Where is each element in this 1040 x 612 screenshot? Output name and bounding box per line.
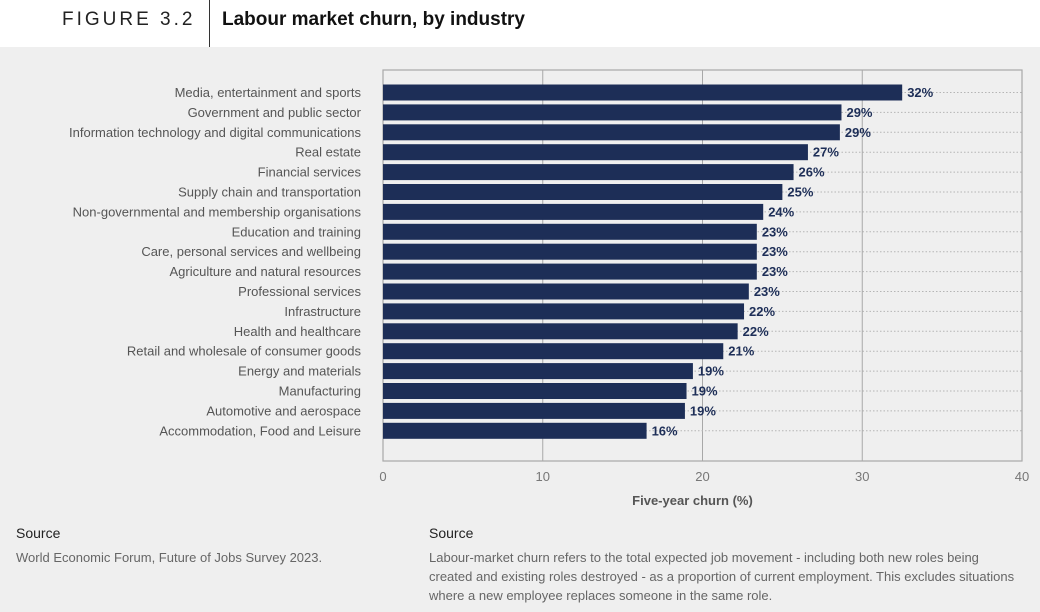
bar bbox=[383, 164, 794, 181]
bar bbox=[383, 422, 647, 439]
category-label: Infrastructure bbox=[284, 304, 361, 319]
data-label: 19% bbox=[692, 384, 718, 399]
bar bbox=[383, 323, 738, 340]
category-label: Energy and materials bbox=[238, 364, 361, 379]
bar bbox=[383, 184, 783, 200]
figure-title: Labour market churn, by industry bbox=[222, 9, 525, 30]
bar bbox=[383, 124, 840, 141]
data-label: 29% bbox=[846, 105, 872, 120]
category-label: Financial services bbox=[258, 165, 362, 180]
data-label: 22% bbox=[749, 304, 775, 319]
category-label: Health and healthcare bbox=[234, 324, 361, 339]
bar bbox=[383, 283, 749, 300]
bar bbox=[383, 223, 757, 240]
data-label: 23% bbox=[762, 264, 788, 279]
source-text-right: Labour-market churn refers to the total … bbox=[429, 550, 1015, 603]
bar bbox=[383, 402, 685, 419]
bar bbox=[383, 144, 808, 161]
bar bbox=[383, 303, 745, 320]
x-tick-label: 40 bbox=[1015, 469, 1029, 484]
x-tick-label: 10 bbox=[536, 469, 550, 484]
source-heading-right: Source bbox=[429, 525, 474, 541]
chart-panel: 0 10 20 30 40 Five-year churn (%) Media, enter… bbox=[0, 47, 1040, 517]
bar bbox=[383, 84, 903, 101]
category-label: Government and public sector bbox=[188, 105, 362, 120]
data-label: 16% bbox=[652, 423, 678, 438]
category-label: Media, entertainment and sports bbox=[175, 85, 362, 100]
source-text-left: World Economic Forum, Future of Jobs Sur… bbox=[16, 550, 323, 565]
category-label: Accommodation, Food and Leisure bbox=[159, 423, 361, 438]
category-label: Manufacturing bbox=[279, 384, 361, 399]
data-label: 22% bbox=[743, 324, 769, 339]
data-label: 25% bbox=[787, 185, 813, 200]
data-label: 29% bbox=[845, 125, 871, 140]
data-label: 21% bbox=[728, 344, 754, 359]
bar bbox=[383, 343, 724, 360]
x-axis-label: Five-year churn (%) bbox=[632, 493, 753, 508]
bar bbox=[383, 363, 693, 380]
category-label: Agriculture and natural resources bbox=[170, 264, 362, 279]
category-label: Automotive and aerospace bbox=[206, 403, 361, 418]
bar bbox=[383, 243, 757, 260]
bar bbox=[383, 104, 842, 121]
category-label: Care, personal services and wellbeing bbox=[141, 244, 361, 259]
bar bbox=[383, 203, 764, 220]
data-label: 24% bbox=[768, 204, 794, 219]
data-label: 32% bbox=[907, 85, 933, 100]
category-label: Non-governmental and membership organisa… bbox=[73, 204, 362, 219]
category-label: Supply chain and transportation bbox=[178, 185, 361, 200]
category-label: Real estate bbox=[295, 145, 361, 160]
category-label: Retail and wholesale of consumer goods bbox=[127, 344, 362, 359]
category-label: Professional services bbox=[238, 284, 361, 299]
figure-header: FIGURE 3.2 Labour market churn, by indus… bbox=[0, 0, 1040, 47]
bar bbox=[383, 263, 757, 280]
data-label: 23% bbox=[762, 244, 788, 259]
source-heading-left: Source bbox=[16, 525, 61, 541]
x-tick-label: 20 bbox=[695, 469, 709, 484]
category-label: Education and training bbox=[232, 224, 361, 239]
data-label: 19% bbox=[698, 364, 724, 379]
bar bbox=[383, 383, 687, 399]
x-tick-label: 30 bbox=[855, 469, 869, 484]
data-label: 23% bbox=[762, 224, 788, 239]
data-label: 19% bbox=[690, 403, 716, 418]
footer: Source World Economic Forum, Future of J… bbox=[0, 517, 1040, 612]
data-label: 27% bbox=[813, 145, 839, 160]
x-tick-label: 0 bbox=[379, 469, 386, 484]
category-label: Information technology and digital commu… bbox=[69, 125, 361, 140]
figure-label: FIGURE 3.2 bbox=[62, 9, 196, 30]
data-label: 23% bbox=[754, 284, 780, 299]
header-divider bbox=[209, 0, 210, 47]
data-label: 26% bbox=[799, 165, 825, 180]
bar-chart: 0 10 20 30 40 Five-year churn (%) Media, enter… bbox=[69, 69, 1029, 508]
